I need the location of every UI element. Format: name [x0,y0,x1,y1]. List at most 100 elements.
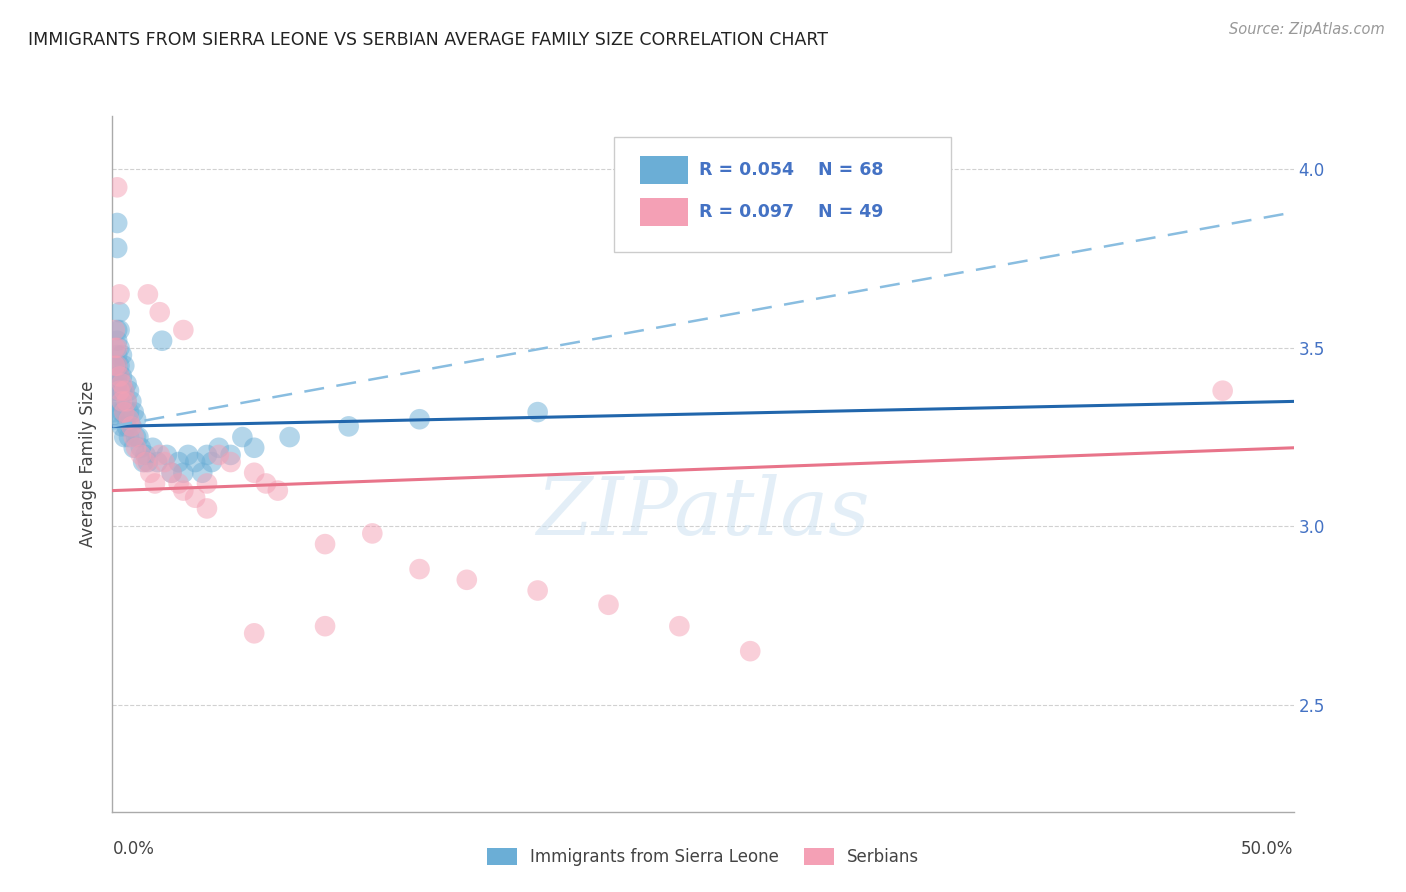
Point [115,419,138,434]
Point [184,491,207,505]
Text: 50.0%: 50.0% [1241,839,1294,857]
Point [172,323,194,337]
Point [167,476,190,491]
FancyBboxPatch shape [640,156,688,184]
Point [208,441,231,455]
Y-axis label: Average Family Size: Average Family Size [79,381,97,547]
Point [111,369,134,384]
Point [177,448,200,462]
Point [108,369,131,384]
Point [127,430,149,444]
Point [108,287,131,301]
Point [337,419,360,434]
Point [105,359,128,373]
Point [267,483,290,498]
Point [146,455,169,469]
Point [108,369,131,384]
Point [125,412,148,426]
Point [111,419,134,434]
Point [149,305,172,319]
Point [105,241,128,255]
Point [195,476,218,491]
Point [160,466,183,480]
Point [108,341,131,355]
Point [598,598,620,612]
Point [219,448,242,462]
Text: IMMIGRANTS FROM SIERRA LEONE VS SERBIAN AVERAGE FAMILY SIZE CORRELATION CHART: IMMIGRANTS FROM SIERRA LEONE VS SERBIAN … [28,31,828,49]
Point [104,341,127,355]
Point [526,583,548,598]
Point [150,334,173,348]
Point [108,394,131,409]
Text: R = 0.054    N = 68: R = 0.054 N = 68 [699,161,884,179]
Point [115,394,138,409]
Point [122,405,145,419]
Point [136,287,159,301]
Point [156,448,179,462]
Point [142,441,165,455]
Point [108,384,131,398]
Point [408,412,430,426]
Point [243,626,266,640]
Point [104,405,127,419]
Text: ZIPatlas: ZIPatlas [536,474,870,551]
Point [111,384,134,398]
Point [135,448,157,462]
Point [108,384,131,398]
FancyBboxPatch shape [614,136,950,252]
Point [136,455,159,469]
Point [104,359,127,373]
Point [120,419,142,434]
Point [112,384,135,398]
Point [456,573,478,587]
Point [105,359,128,373]
Point [105,341,128,355]
Point [243,466,266,480]
Point [132,455,155,469]
Text: R = 0.097    N = 49: R = 0.097 N = 49 [699,203,884,221]
Point [112,430,135,444]
Point [125,430,148,444]
Point [118,405,141,419]
Point [184,455,207,469]
Point [208,448,231,462]
Point [105,323,128,337]
Point [120,394,142,409]
Text: Source: ZipAtlas.com: Source: ZipAtlas.com [1229,22,1385,37]
Point [120,419,142,434]
Point [129,441,152,455]
Point [231,430,253,444]
Point [149,448,172,462]
Point [118,412,141,426]
Point [243,441,266,455]
Point [122,430,145,444]
Point [105,216,128,230]
Point [172,466,194,480]
Point [105,334,128,348]
Point [115,394,138,409]
Point [112,359,135,373]
Point [104,376,127,391]
Point [108,305,131,319]
Point [104,359,127,373]
Point [668,619,690,633]
Point [314,619,336,633]
Point [105,369,128,384]
Point [278,430,301,444]
Point [104,384,127,398]
Legend: Immigrants from Sierra Leone, Serbians: Immigrants from Sierra Leone, Serbians [479,841,927,873]
Point [201,455,224,469]
Point [104,412,127,426]
Point [111,376,134,391]
Point [408,562,430,576]
Point [111,394,134,409]
Point [526,405,548,419]
Point [108,359,131,373]
Point [112,405,135,419]
Point [105,180,128,194]
Point [254,476,277,491]
Point [361,526,384,541]
Point [125,441,148,455]
Point [172,483,194,498]
Point [108,323,131,337]
